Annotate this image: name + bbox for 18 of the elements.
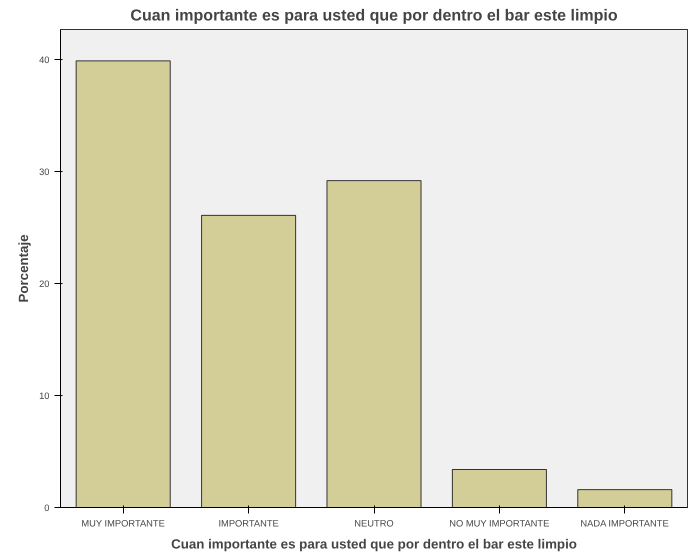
x-tick-label: NO MUY IMPORTANTE	[449, 518, 550, 528]
y-tick-label: 10	[39, 391, 50, 402]
chart-title: Cuan importante es para usted que por dentro el bar este limpio	[130, 8, 618, 24]
y-tick-label: 40	[39, 55, 50, 66]
y-tick-label: 20	[39, 279, 50, 290]
bar	[452, 468, 547, 508]
y-tick-label: 0	[44, 503, 50, 513]
bar	[201, 214, 296, 508]
x-tick-label: NEUTRO	[354, 518, 394, 528]
x-tick-label: MUY IMPORTANTE	[81, 518, 165, 528]
y-tick-label: 30	[39, 167, 50, 178]
y-axis-title: Porcentaje	[16, 234, 32, 303]
bar	[577, 489, 672, 508]
x-tick-label: NADA IMPORTANTE	[580, 518, 669, 528]
x-tick-label: IMPORTANTE	[218, 518, 279, 528]
x-axis-title: Cuan importante es para usted que por dentro el bar este limpio	[171, 536, 577, 552]
bar	[76, 60, 171, 508]
bar	[326, 180, 422, 508]
